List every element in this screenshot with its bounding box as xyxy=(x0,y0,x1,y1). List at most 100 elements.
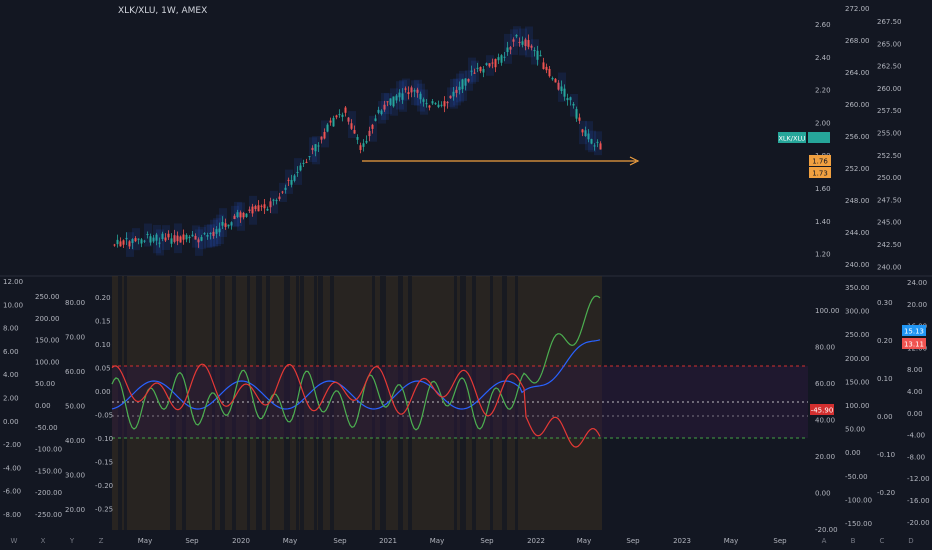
candle-body xyxy=(344,107,347,113)
candle-highlight xyxy=(195,229,203,256)
osc-axis-f-label: 350.00 xyxy=(845,284,870,292)
price-axis-right-label: 252.00 xyxy=(845,165,870,173)
candle-body xyxy=(383,104,386,110)
candle-body xyxy=(551,77,554,80)
price-axis-far-label: 267.50 xyxy=(877,18,902,26)
osc-axis-b-label: 50.00 xyxy=(35,380,55,388)
candle-body xyxy=(176,235,179,242)
scale-letter-right: B xyxy=(851,537,856,545)
candle-body xyxy=(236,212,239,218)
osc-green-line xyxy=(111,295,601,431)
candle-body xyxy=(461,79,464,90)
candle-body xyxy=(584,130,587,137)
time-axis-label: May xyxy=(283,537,297,545)
price-axis-far-label: 255.00 xyxy=(877,130,902,138)
candle-body xyxy=(407,92,410,95)
candle-body xyxy=(581,129,584,133)
candle-body xyxy=(308,156,311,158)
time-axis-label: May xyxy=(138,537,152,545)
osc-axis-c-label: 70.00 xyxy=(65,334,85,342)
candle-body xyxy=(335,115,338,118)
candle-body xyxy=(152,237,155,242)
candle-body xyxy=(212,231,215,236)
candle-body xyxy=(416,89,419,93)
candle-body xyxy=(218,228,221,233)
candle-body xyxy=(248,209,251,212)
candle-body xyxy=(590,139,593,144)
candle-body xyxy=(593,145,596,147)
osc-axis-b-label: -250.00 xyxy=(35,511,62,519)
scale-letter-left: Z xyxy=(99,537,104,545)
candle-body xyxy=(146,234,149,236)
candle-body xyxy=(476,67,479,69)
osc-axis-g-label: 0.00 xyxy=(877,413,893,421)
osc-axis-g-label: 0.20 xyxy=(877,337,893,345)
time-axis-label: Sep xyxy=(773,537,787,545)
time-axis[interactable]: May Sep 2020 May Sep 2021 May Sep 2022 May Sep 2023… xyxy=(138,537,787,545)
candle-body xyxy=(239,212,242,218)
candle-body xyxy=(413,90,416,92)
osc-axis-a-label: 8.00 xyxy=(3,325,19,333)
ticker-tag-label: XLK/XLU xyxy=(778,135,805,143)
candle-body xyxy=(188,236,191,239)
price-axis-right-label: 240.00 xyxy=(845,261,870,269)
osc-axis-b-label: -200.00 xyxy=(35,489,62,497)
time-axis-label: 2022 xyxy=(527,537,545,545)
candle-body xyxy=(479,67,482,72)
price-axis-left-label: 2.40 xyxy=(815,54,831,62)
candle-body xyxy=(437,104,440,108)
candle-body xyxy=(203,233,206,235)
candle-body xyxy=(395,95,398,101)
osc-axis-d-label: 0.00 xyxy=(95,388,111,396)
candle-body xyxy=(347,117,350,122)
candle-body xyxy=(503,56,506,58)
candle-body xyxy=(245,213,248,217)
candle-body xyxy=(506,47,509,53)
osc-axis-h-label: 8.00 xyxy=(907,366,923,374)
candle-body xyxy=(434,103,437,105)
price-axis-far[interactable]: 267.50 265.00 262.50 260.00 257.50 255.00 252.… xyxy=(877,18,902,271)
candle-body xyxy=(404,88,407,90)
osc-axis-c-label: 60.00 xyxy=(65,368,85,376)
osc-axis-b-label: 100.00 xyxy=(35,358,60,366)
osc-axis-h-label: -12.00 xyxy=(907,475,930,483)
candle-body xyxy=(458,86,461,91)
scale-letter-left: W xyxy=(11,537,18,545)
candle-body xyxy=(491,62,494,64)
price-axis-left-label: 2.00 xyxy=(815,119,831,127)
candle-body xyxy=(119,241,122,247)
candle-body xyxy=(278,196,281,200)
candle-highlight xyxy=(531,39,539,65)
osc-axis-f-label: -50.00 xyxy=(845,473,868,481)
time-axis-label: May xyxy=(430,537,444,545)
price-axis-right[interactable]: 272.00 268.00 264.00 260.00 256.00 252.00 248.… xyxy=(845,5,870,269)
osc-axis-b-label: 150.00 xyxy=(35,337,60,345)
right-top-label: 15.13 xyxy=(904,328,924,336)
time-axis-label: 2020 xyxy=(232,537,250,545)
osc-axis-e-label: 100.00 xyxy=(815,307,840,315)
price-axis-right-label: 260.00 xyxy=(845,101,870,109)
price-axis-far-label: 252.50 xyxy=(877,152,902,160)
osc-axis-e-label: 60.00 xyxy=(815,380,835,388)
candle-body xyxy=(518,41,521,43)
price-axis-left-label: 1.20 xyxy=(815,251,831,259)
price-axis-far-label: 240.00 xyxy=(877,263,902,271)
candle-body xyxy=(131,239,134,244)
candle-body xyxy=(206,235,209,237)
candle-body xyxy=(575,109,578,119)
osc-axis-g-label: 0.30 xyxy=(877,299,893,307)
candle-body xyxy=(209,232,212,235)
price-axis-right-label: 268.00 xyxy=(845,37,870,45)
candle-body xyxy=(557,82,560,90)
time-axis-label: Sep xyxy=(626,537,640,545)
osc-axis-f-label: 50.00 xyxy=(845,426,865,434)
osc-axis-a-label: 0.00 xyxy=(3,418,19,426)
osc-axis-f-label: 100.00 xyxy=(845,402,870,410)
osc-axis-b-label: -150.00 xyxy=(35,467,62,475)
candle-body xyxy=(227,224,230,227)
osc-axis-c-label: 20.00 xyxy=(65,506,85,514)
candle-highlight xyxy=(285,169,293,194)
candle-body xyxy=(185,234,188,240)
